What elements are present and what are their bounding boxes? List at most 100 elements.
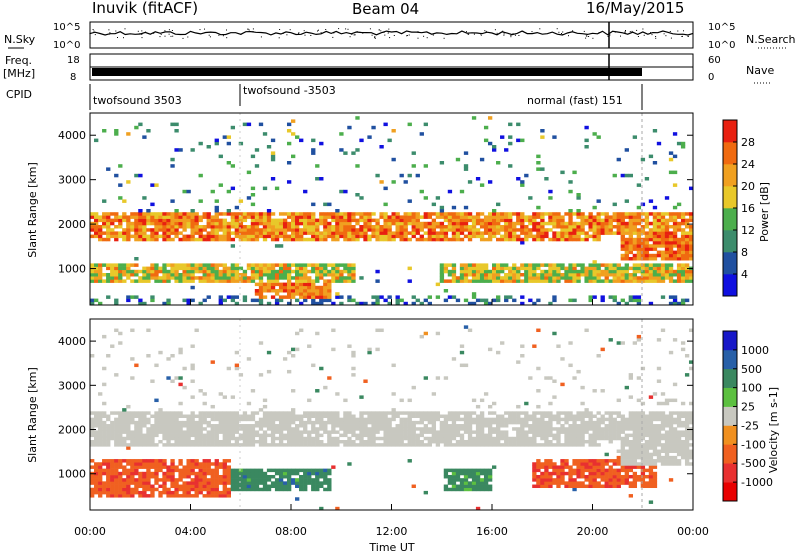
heatmap-cell (548, 279, 553, 283)
heatmap-cell (528, 439, 533, 444)
heatmap-cell (680, 145, 686, 149)
heatmap-cell (684, 276, 690, 280)
heatmap-cell (118, 465, 123, 469)
heatmap-cell (600, 420, 605, 425)
heatmap-cell (218, 474, 223, 479)
heatmap-cell (339, 301, 344, 306)
heatmap-cell (90, 225, 95, 229)
heatmap-cell (688, 250, 694, 255)
heatmap-cell (158, 459, 163, 463)
heatmap-cell (604, 212, 609, 216)
heatmap-cell (447, 218, 453, 223)
heatmap-cell (391, 430, 396, 434)
heatmap-cell (475, 234, 481, 239)
heatmap-cell (150, 379, 155, 383)
heatmap-cell (439, 276, 445, 280)
nsky-panel: N.Sky 10^5 10^0 10^5 10^0 N.Search (4, 21, 796, 51)
heatmap-cell (608, 279, 613, 283)
heatmap-cell (399, 221, 404, 226)
heatmap-cell (628, 462, 633, 466)
heatmap-cell (114, 218, 119, 223)
heatmap-cell (564, 439, 569, 444)
heatmap-cell (202, 417, 207, 422)
heatmap-cell (162, 269, 167, 274)
heatmap-cell (463, 363, 469, 368)
heatmap-cell (379, 436, 384, 441)
heatmap-cell (624, 241, 629, 245)
heatmap-cell (411, 385, 416, 390)
heatmap-cell (572, 459, 577, 463)
heatmap-cell (508, 269, 513, 274)
heatmap-cell (278, 436, 284, 441)
heatmap-cell (640, 420, 646, 425)
heatmap-cell (150, 276, 155, 280)
heatmap-cell (266, 468, 272, 473)
heatmap-cell (282, 433, 288, 438)
heatmap-cell (375, 328, 380, 333)
heatmap-cell (596, 266, 601, 271)
heatmap-cell (467, 487, 473, 492)
heatmap-cell (278, 263, 284, 267)
heatmap-cell (311, 430, 316, 434)
heatmap-cell (278, 228, 284, 232)
heatmap-cell (303, 231, 308, 235)
heatmap-cell (688, 273, 694, 277)
heatmap-cell (620, 234, 625, 239)
heatmap-cell (246, 279, 252, 283)
heatmap-cell (383, 411, 388, 415)
heatmap-cell (604, 269, 609, 274)
heatmap-cell (648, 221, 654, 226)
heatmap-cell (134, 273, 139, 277)
heatmap-cell (455, 276, 461, 280)
heatmap-cell (206, 145, 211, 149)
heatmap-cell (262, 266, 268, 271)
heatmap-cell (560, 215, 565, 219)
heatmap-cell (94, 487, 99, 492)
heatmap-cell (560, 221, 565, 226)
heatmap-cell (443, 279, 449, 283)
heatmap-cell (114, 462, 119, 466)
colorbar-swatch (723, 120, 737, 143)
heatmap-cell (548, 481, 553, 485)
heatmap-cell (186, 430, 191, 434)
heatmap-cell (487, 427, 493, 431)
heatmap-cell (214, 484, 219, 489)
heatmap-cell (250, 221, 256, 226)
heatmap-cell (680, 276, 686, 280)
heatmap-cell (226, 433, 231, 438)
heatmap-cell (540, 465, 545, 469)
heatmap-cell (182, 487, 187, 492)
heatmap-cell (182, 424, 187, 428)
heatmap-cell (274, 436, 280, 441)
nsearch-point (423, 35, 425, 37)
heatmap-cell (278, 225, 284, 229)
heatmap-cell (162, 225, 167, 229)
heatmap-cell (110, 221, 115, 226)
heatmap-cell (254, 439, 260, 444)
heatmap-cell (138, 298, 143, 303)
heatmap-cell (311, 212, 316, 216)
heatmap-cell (512, 237, 517, 242)
heatmap-cell (323, 424, 328, 428)
heatmap-cell (616, 279, 621, 283)
heatmap-cell (512, 414, 517, 418)
heatmap-cell (166, 263, 171, 267)
heatmap-cell (170, 424, 175, 428)
heatmap-cell (660, 221, 666, 226)
heatmap-cell (475, 417, 481, 422)
heatmap-cell (644, 446, 650, 450)
heatmap-cell (616, 449, 621, 453)
heatmap-cell (556, 417, 561, 422)
heatmap-cell (138, 474, 143, 479)
heatmap-cell (146, 462, 151, 466)
heatmap-cell (612, 225, 617, 229)
heatmap-cell (520, 295, 525, 299)
heatmap-cell (516, 417, 521, 422)
heatmap-cell (640, 237, 646, 242)
heatmap-cell (110, 411, 115, 415)
heatmap-cell (512, 266, 517, 271)
heatmap-cell (286, 295, 292, 299)
heatmap-cell (548, 269, 553, 274)
heatmap-cell (270, 154, 276, 159)
heatmap-cell (492, 266, 497, 271)
